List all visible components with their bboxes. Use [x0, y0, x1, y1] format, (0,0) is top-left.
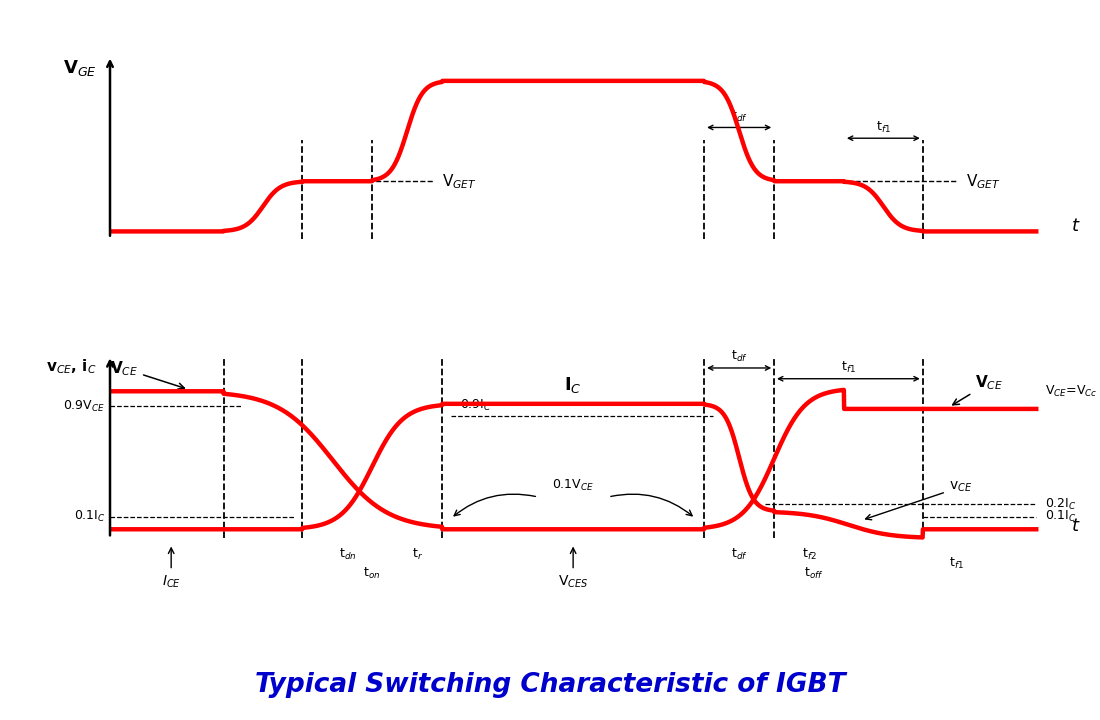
Text: I$_C$: I$_C$: [564, 375, 582, 395]
Text: Typical Switching Characteristic of IGBT: Typical Switching Characteristic of IGBT: [255, 672, 845, 698]
Text: V$_{CES}$: V$_{CES}$: [558, 574, 589, 590]
Text: t$_r$: t$_r$: [412, 546, 424, 562]
Text: $I_{CE}$: $I_{CE}$: [162, 574, 180, 590]
Text: 0.9I$_C$: 0.9I$_C$: [460, 397, 492, 413]
Text: t$_{on}$: t$_{on}$: [363, 566, 381, 581]
Text: V$_{CE}$: V$_{CE}$: [110, 359, 185, 389]
Text: t$_{off}$: t$_{off}$: [804, 566, 823, 581]
Text: t$_{df}$: t$_{df}$: [730, 109, 748, 124]
Text: V$_{GET}$: V$_{GET}$: [442, 172, 477, 191]
Text: $t$: $t$: [1071, 517, 1081, 535]
Text: t$_{f2}$: t$_{f2}$: [802, 546, 816, 562]
Text: t$_{f1}$: t$_{f1}$: [949, 556, 964, 571]
Text: V$_{GET}$: V$_{GET}$: [967, 172, 1001, 191]
Text: 0.1V$_{CE}$: 0.1V$_{CE}$: [552, 478, 594, 493]
Text: t$_{f1}$: t$_{f1}$: [876, 120, 891, 135]
Text: $t$: $t$: [1071, 217, 1081, 235]
Text: t$_{f1}$: t$_{f1}$: [842, 360, 856, 375]
Text: t$_{dn}$: t$_{dn}$: [339, 546, 356, 562]
Text: v$_{CE}$: v$_{CE}$: [866, 480, 972, 520]
Text: v$_{CE}$, i$_C$: v$_{CE}$, i$_C$: [46, 357, 97, 376]
Text: V$_{GE}$: V$_{GE}$: [63, 58, 97, 78]
Text: t$_{df}$: t$_{df}$: [730, 546, 748, 562]
Text: 0.9V$_{CE}$: 0.9V$_{CE}$: [64, 398, 106, 413]
Text: t$_{df}$: t$_{df}$: [730, 349, 748, 364]
Text: 0.1I$_C$: 0.1I$_C$: [1045, 509, 1077, 524]
Text: 0.2I$_C$: 0.2I$_C$: [1045, 497, 1076, 512]
Text: V$_{CE}$: V$_{CE}$: [953, 374, 1003, 405]
Text: V$_{CE}$=V$_{Cc}$: V$_{CE}$=V$_{Cc}$: [1045, 384, 1098, 399]
Text: 0.1I$_C$: 0.1I$_C$: [74, 509, 106, 524]
